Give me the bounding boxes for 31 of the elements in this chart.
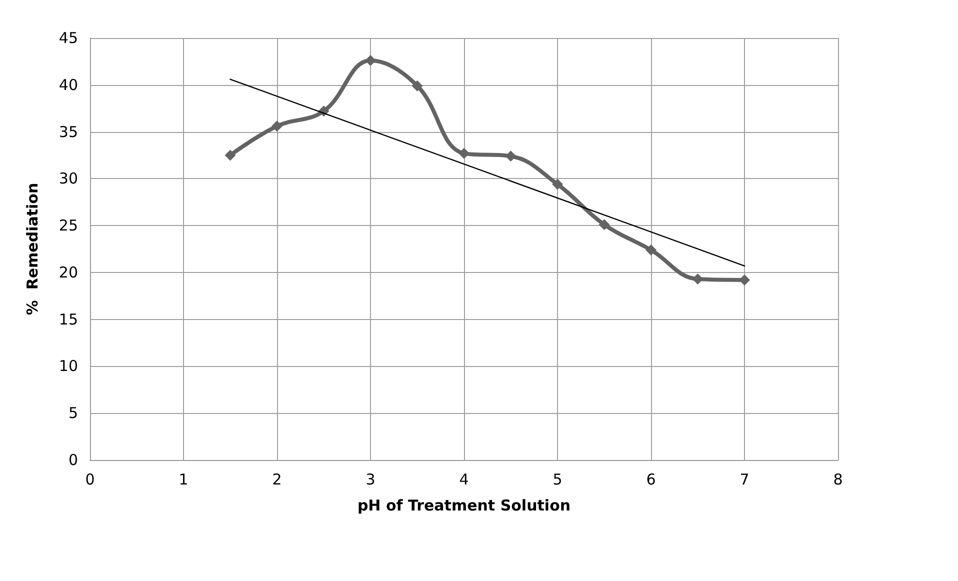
y-tick-label: 5 [68,404,78,422]
x-axis-title: pH of Treatment Solution [357,496,571,514]
point [365,55,376,66]
x-tick-label: 0 [85,470,95,488]
point [458,148,470,159]
x-tick-label: 6 [646,470,656,488]
point [272,120,282,132]
y-tick-label: 15 [58,310,78,328]
x-tick-label: 8 [833,470,843,488]
point [412,80,423,92]
y-tick-label: 40 [58,76,78,94]
y-tick-label: 35 [58,122,78,141]
y-tick-label: 0 [68,451,78,469]
point [505,150,516,162]
point [598,219,610,230]
x-tick-label: 4 [459,470,469,488]
y-tick-label: 25 [58,216,78,235]
x-tick-label: 5 [552,470,562,488]
point [552,178,563,190]
y-axis-title: % Remediation [24,182,42,316]
x-tick-label: 1 [178,470,188,488]
x-tick-label: 2 [272,470,282,488]
y-tick-label: 30 [58,170,78,188]
y-tick-label: 20 [58,263,78,282]
point [646,244,656,256]
point [692,274,704,285]
x-tick-label: 7 [740,470,750,488]
y-tick-label: 45 [58,29,78,47]
point [224,150,236,161]
y-tick-label: 10 [58,357,78,376]
x-tick-label: 3 [366,470,376,488]
